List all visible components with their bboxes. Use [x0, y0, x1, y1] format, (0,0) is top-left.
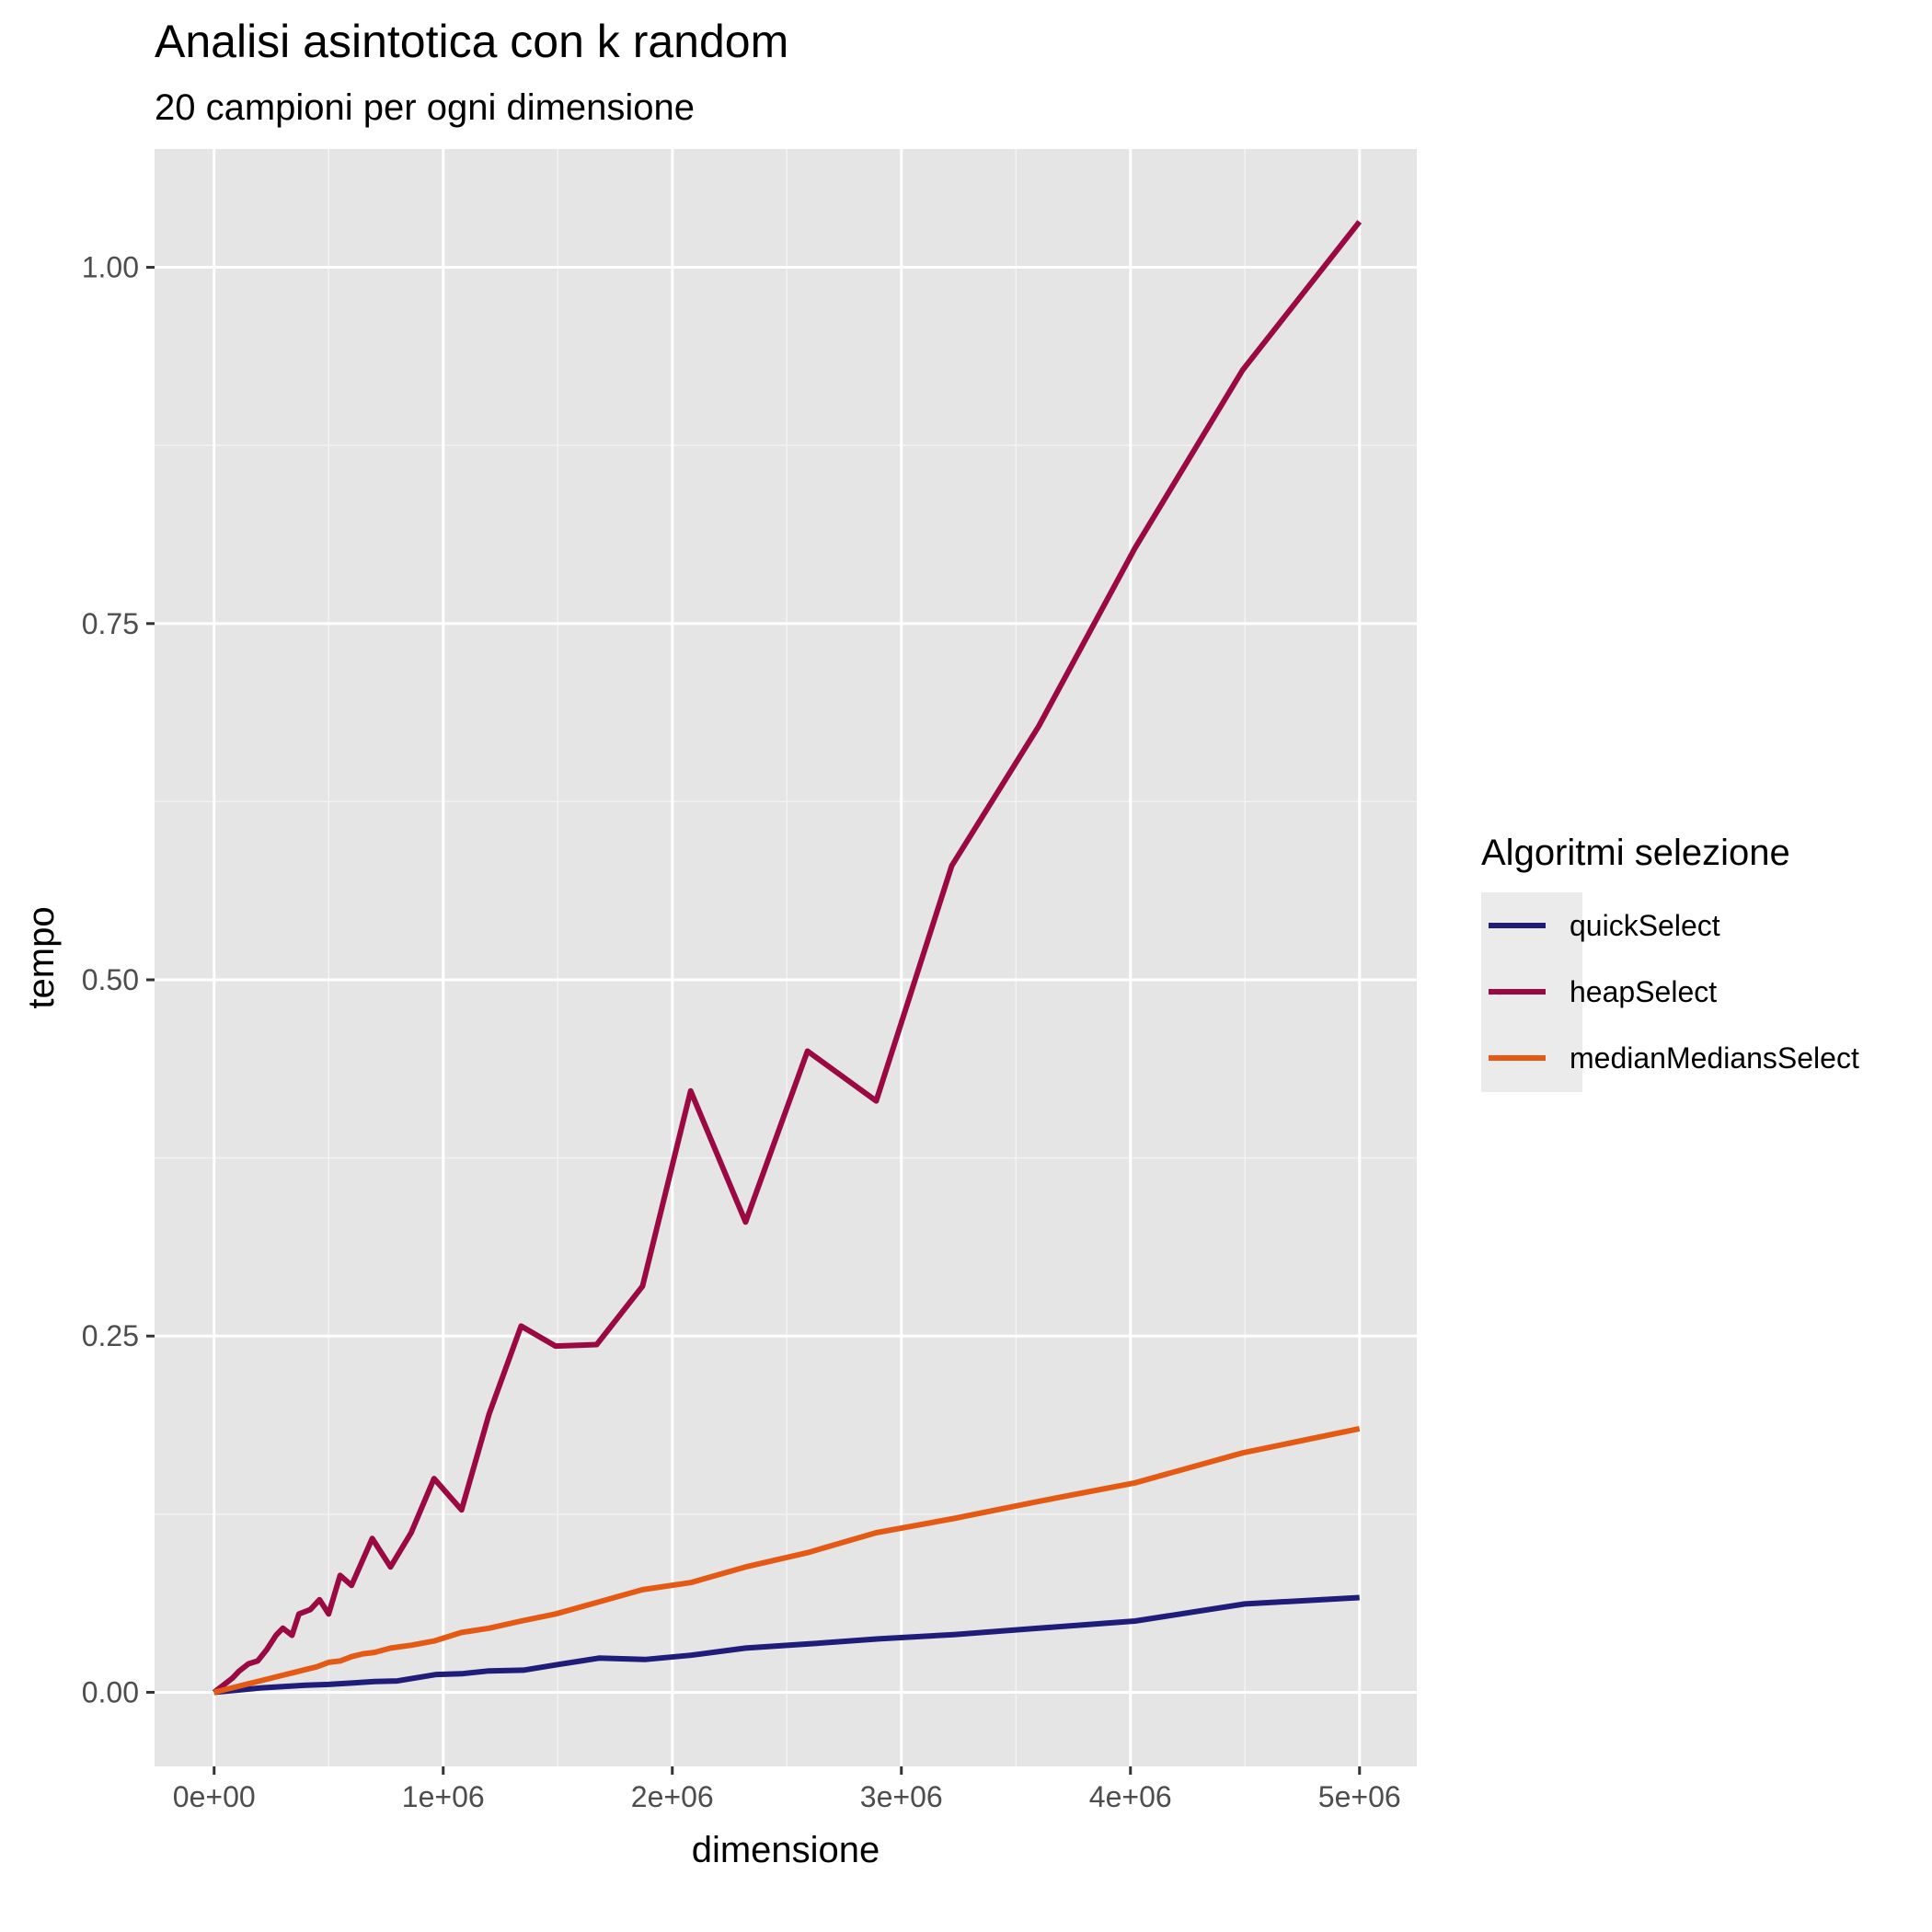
legend-label-heapSelect: heapSelect — [1570, 975, 1717, 1008]
grid-minor — [155, 149, 1417, 1766]
series-line-quickSelect — [213, 1594, 1360, 1696]
legend-label-quickSelect: quickSelect — [1570, 909, 1720, 942]
series-line-medianMediansSelect — [213, 1425, 1361, 1696]
chart-title: Analisi asintotica con k random — [155, 16, 788, 67]
x-tick-label: 3e+06 — [860, 1780, 943, 1813]
x-axis: 0e+00 1e+06 2e+06 3e+06 4e+06 5e+06 — [173, 1766, 1401, 1813]
y-tick-label: 0.50 — [82, 963, 139, 996]
x-tick-label: 2e+06 — [631, 1780, 714, 1813]
y-tick-label: 1.00 — [82, 251, 139, 284]
grid-major — [155, 149, 1417, 1766]
x-tick-label: 4e+06 — [1089, 1780, 1172, 1813]
legend-title: Algoritmi selezione — [1481, 833, 1790, 873]
y-tick-label: 0.75 — [82, 607, 139, 640]
legend-items: quickSelect heapSelect medianMediansSelect — [1489, 909, 1859, 1075]
plot-panel — [155, 149, 1417, 1766]
x-tick-label: 1e+06 — [402, 1780, 485, 1813]
series-line-heapSelect — [212, 220, 1363, 1695]
x-tick-label: 0e+00 — [173, 1780, 256, 1813]
x-tick-label: 5e+06 — [1318, 1780, 1401, 1813]
legend: Algoritmi selezione quickSelect heapSelec… — [1481, 833, 1859, 1092]
legend-label-medianMediansSelect: medianMediansSelect — [1570, 1041, 1859, 1075]
x-axis-label: dimensione — [692, 1830, 880, 1870]
y-axis: 0.00 0.25 0.50 0.75 1.00 — [82, 251, 155, 1708]
series-lines — [212, 220, 1363, 1696]
y-tick-label: 0.00 — [82, 1675, 139, 1708]
y-axis-label: tempo — [21, 906, 62, 1008]
y-tick-label: 0.25 — [82, 1319, 139, 1352]
chart-subtitle: 20 campioni per ogni dimensione — [155, 87, 695, 128]
